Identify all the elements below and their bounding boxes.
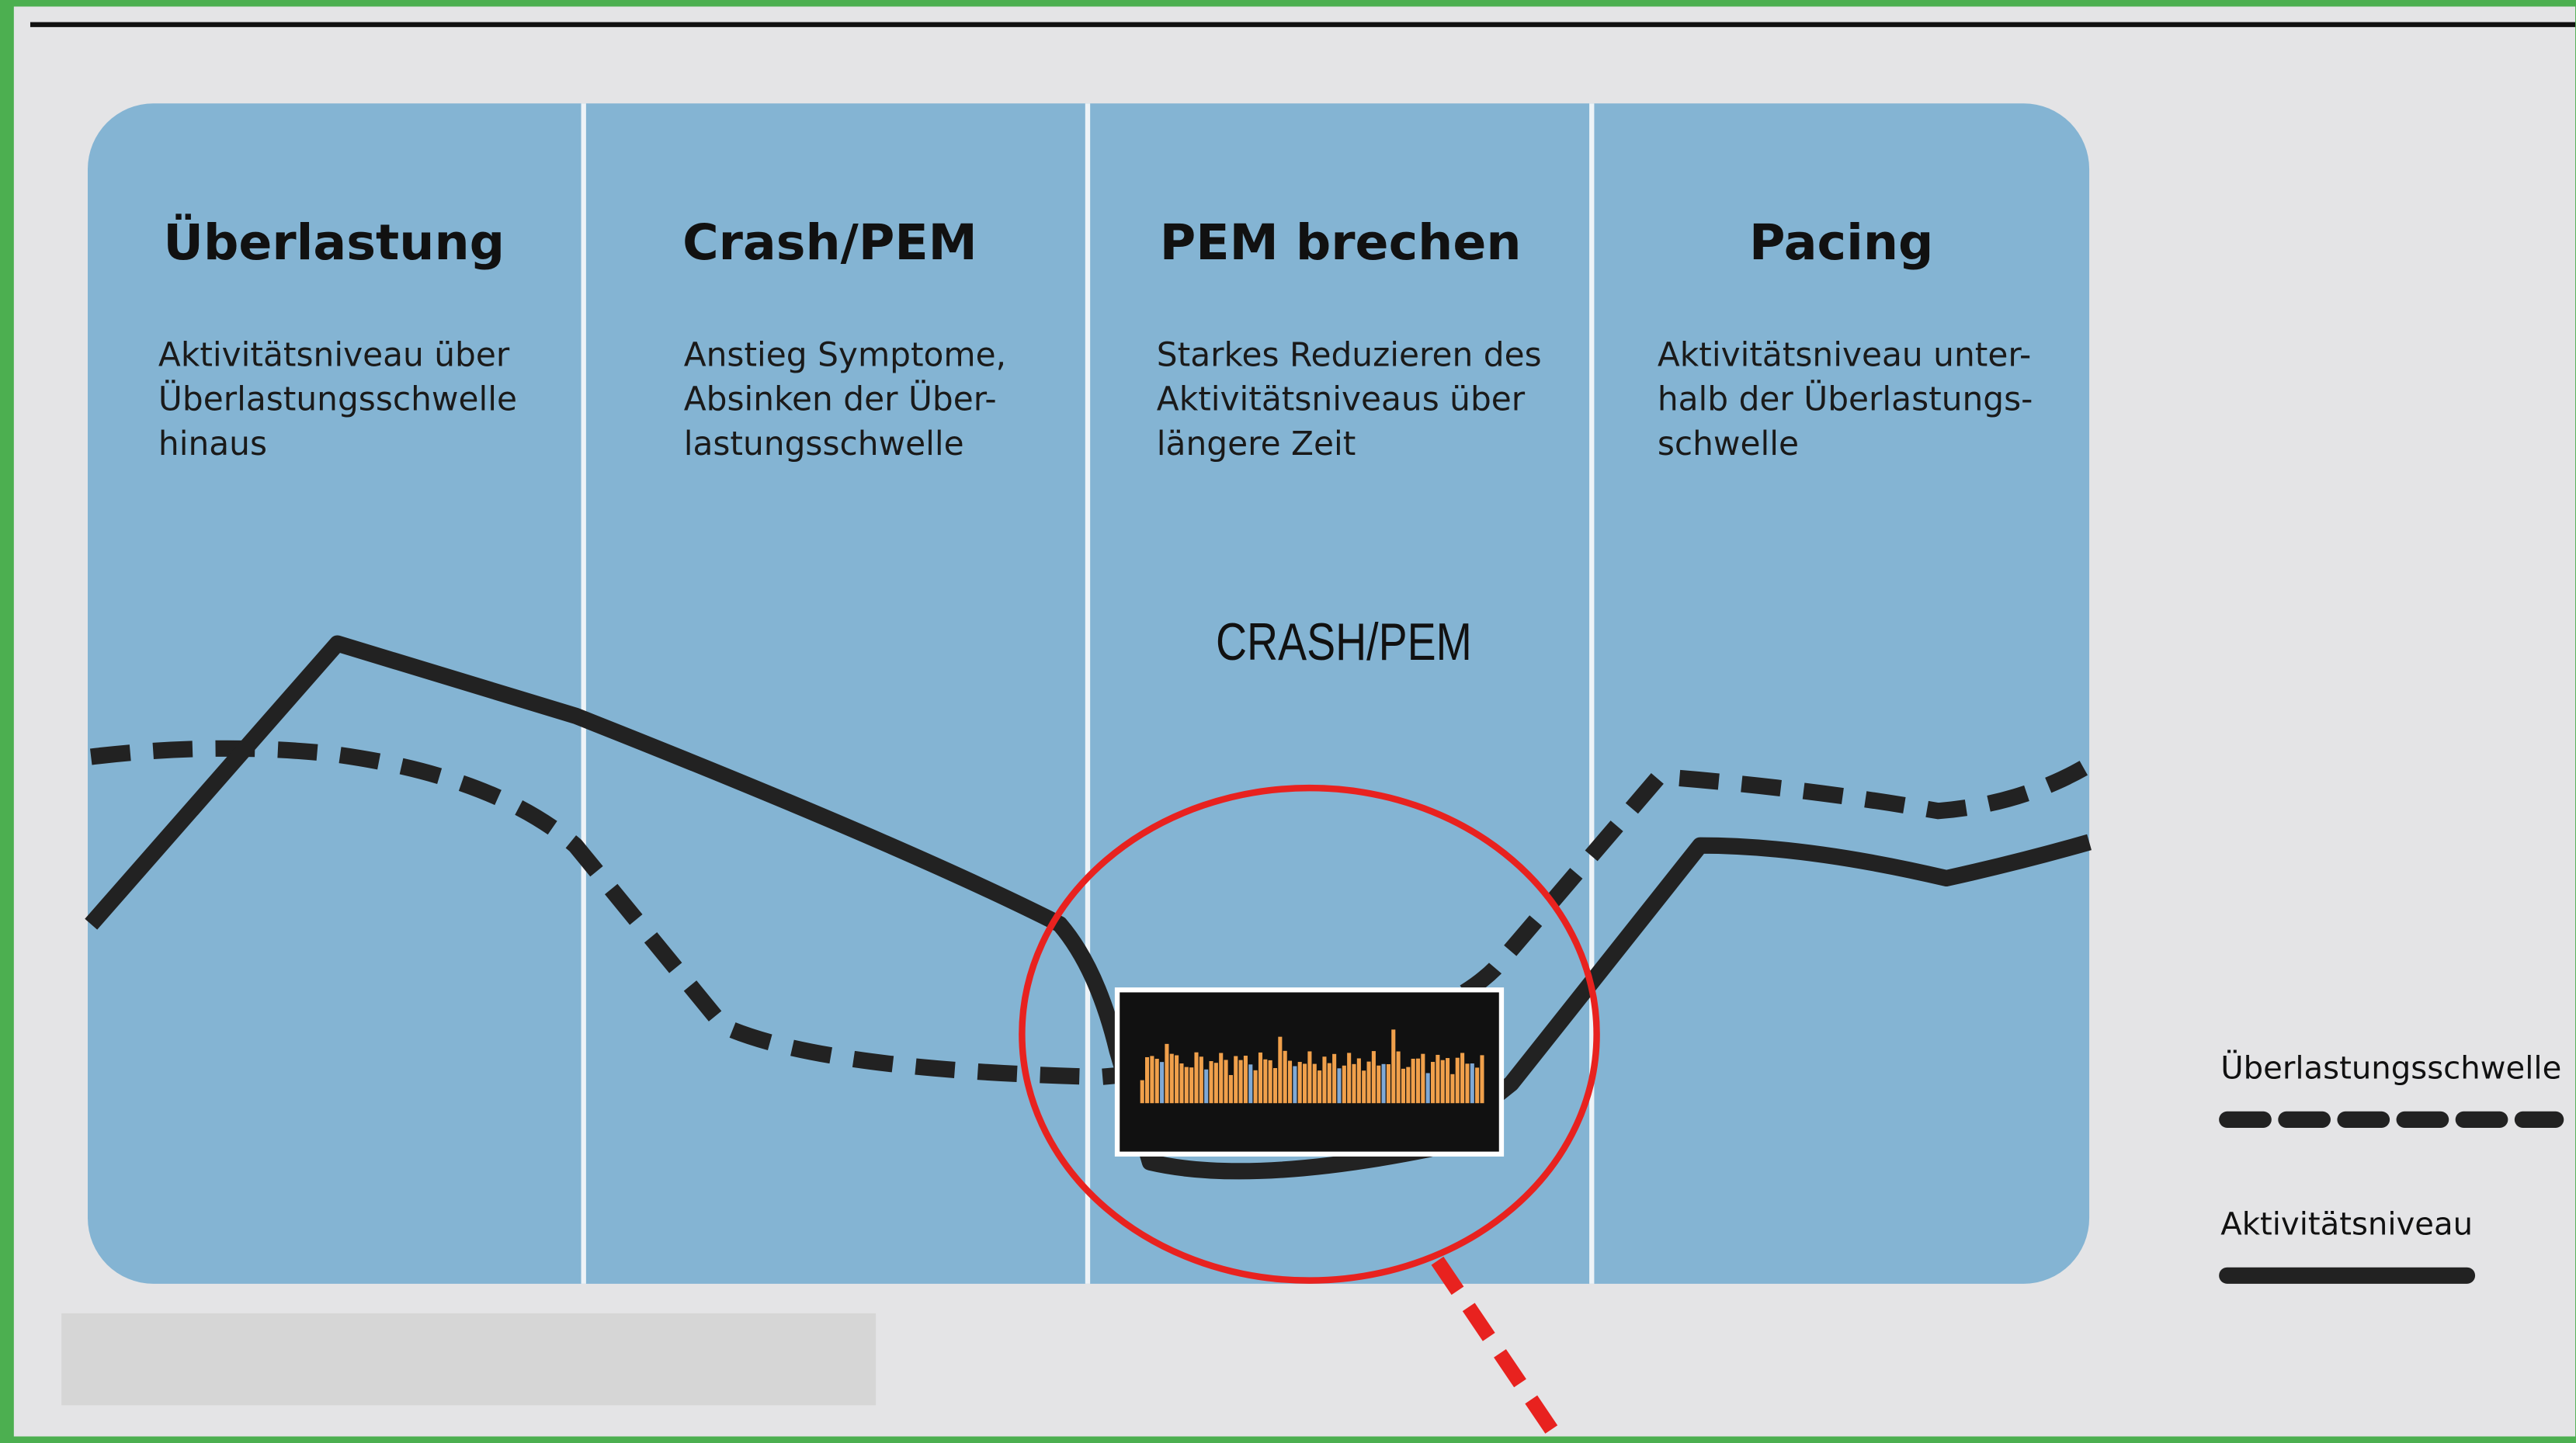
thumbnail-bar [1372,1051,1376,1103]
thumbnail-bar [1421,1054,1425,1104]
thumbnail-bar [1367,1062,1371,1104]
panel-description: Absinken der Über- [684,380,997,418]
thumbnail-bar [1273,1068,1277,1103]
annotation: CRASH/PEM [1216,613,1472,671]
thumbnail-bar [1199,1056,1203,1103]
panel-description: Überlastungsschwelle [158,380,517,418]
thumbnail-bar [1234,1056,1238,1104]
thumbnail-bar [1362,1070,1366,1103]
thumbnail-bar [1342,1066,1346,1103]
thumbnail-bar [1204,1070,1208,1103]
thumbnail-bar [1411,1059,1415,1103]
thumbnail-bar [1416,1059,1420,1104]
thumbnail-bar [1209,1061,1213,1103]
thumbnail-bar [1303,1063,1307,1103]
legend-label: Überlastungsschwelle [2220,1049,2561,1086]
panel-description: Anstieg Symptome, [684,336,1006,374]
thumbnail-bar [1165,1044,1168,1103]
thumbnail-bar [1446,1058,1449,1103]
thumbnail-bar [1436,1055,1439,1103]
thumbnail-bar [1480,1055,1484,1103]
panel-description: halb der Überlastungs- [1658,380,2033,418]
panel-title: Pacing [1749,213,1934,271]
thumbnail-bar [1401,1069,1405,1103]
thumbnail-bar [1450,1074,1454,1103]
thumbnail-bar [1382,1064,1386,1103]
thumbnail-bar [1352,1064,1356,1103]
thumbnail-bar [1313,1064,1317,1104]
thumbnail-bar [1175,1055,1179,1103]
thumbnail-bar [1406,1067,1410,1104]
thumbnail-bar [1239,1060,1243,1104]
thumbnail-bar [1244,1056,1248,1103]
panel-description: schwelle [1658,425,1799,463]
panel-description: Aktivitätsniveaus über [1157,380,1526,418]
thumbnail-bar [1269,1060,1272,1103]
legend-label: Aktivitätsniveau [2220,1206,2473,1242]
thumbnail-bar [1387,1064,1390,1103]
thumbnail-bar [1140,1081,1144,1104]
thumbnail-bar [1391,1029,1395,1103]
thumbnail-bar [1470,1063,1474,1103]
thumbnail-bar [1150,1056,1154,1103]
thumbnail-bar [1377,1066,1380,1103]
panel-title: Überlastung [163,213,505,271]
thumbnail-bar [1189,1067,1193,1103]
panel-description: längere Zeit [1157,425,1356,463]
thumbnail-bar [1441,1060,1445,1104]
thumbnail-bar [1357,1058,1361,1103]
thumbnail-bar [1254,1070,1258,1103]
thumbnail-bar [1298,1062,1302,1103]
thumbnail-bar [1293,1067,1297,1104]
thumbnail-bar [1426,1073,1430,1103]
thumbnail-bar [1170,1054,1174,1104]
thumbnail-bar [1263,1060,1267,1103]
thumbnail-bar [1328,1063,1331,1104]
thumbnail-bar [1347,1053,1351,1103]
thumbnail [1117,990,1502,1153]
thumbnail-bar [1278,1037,1282,1104]
thumbnail-bar [1397,1052,1401,1104]
panel-description: Aktivitätsniveau über [158,336,510,374]
panel-description: Aktivitätsniveau unter- [1658,336,2031,374]
thumbnail-bar [1318,1070,1321,1103]
panel-description: Starkes Reduzieren des [1157,336,1542,374]
thumbnail-bar [1288,1061,1292,1104]
thumbnail-bar [1145,1057,1149,1103]
thumbnail-bar [1322,1056,1326,1103]
panel-description: lastungsschwelle [684,425,964,463]
thumbnail-bar [1337,1068,1341,1103]
thumbnail-bar [1224,1060,1228,1103]
thumbnail-bar [1214,1063,1218,1103]
thumbnail-bar [1155,1059,1159,1103]
diagram: Überlastung Crash/PEM PEM brechen Pacing… [0,0,2576,1443]
thumbnail-bar [1283,1051,1287,1103]
thumbnail-bar [1258,1053,1262,1103]
thumbnail-bar [1456,1058,1460,1104]
thumbnail-bar [1465,1063,1469,1103]
thumbnail-bar [1185,1067,1189,1104]
thumbnail-bar [1219,1053,1223,1104]
thumbnail-bar [1475,1067,1479,1103]
panel-title: PEM brechen [1160,213,1522,271]
caption-box [61,1313,876,1405]
page: Überlastung Crash/PEM PEM brechen Pacing… [0,0,2576,1443]
thumbnail-bar [1307,1051,1311,1103]
thumbnail-bar [1179,1063,1183,1103]
thumbnail-bar [1460,1053,1464,1103]
panel-description: hinaus [158,425,267,463]
thumbnail-bar [1431,1062,1435,1103]
thumbnail-bar [1332,1054,1336,1103]
thumbnail-bar [1194,1053,1198,1104]
thumbnail-bar [1248,1064,1252,1103]
panel-title: Crash/PEM [682,213,977,271]
thumbnail-bar [1160,1062,1164,1103]
thumbnail-bar [1229,1075,1233,1103]
